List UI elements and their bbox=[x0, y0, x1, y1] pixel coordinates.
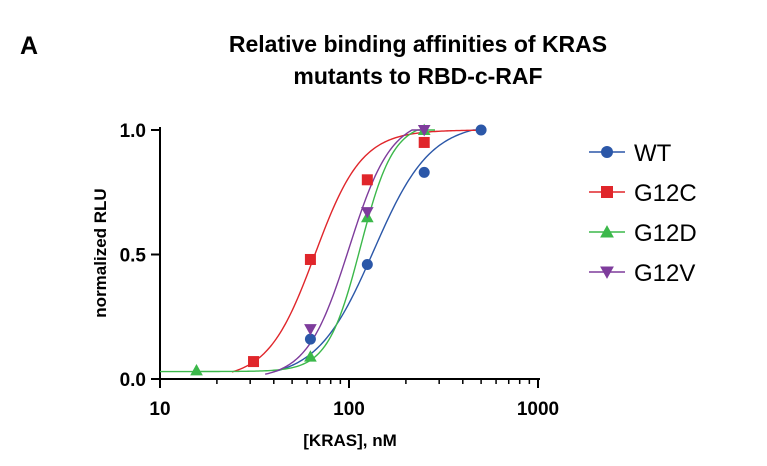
data-point-g12c bbox=[248, 356, 260, 368]
plot-area: 0.0 0.5 1.0 10 100 1000 bbox=[120, 121, 560, 420]
legend: WT G12C G12D G12V bbox=[589, 140, 697, 287]
y-ticks: 0.0 0.5 1.0 bbox=[120, 121, 160, 391]
panel-label: A bbox=[20, 32, 38, 60]
data-point-g12v bbox=[360, 207, 374, 219]
data-point-wt bbox=[418, 166, 430, 178]
data-point-g12c bbox=[304, 253, 316, 265]
data-point-g12v bbox=[417, 124, 431, 137]
fit-curves bbox=[160, 129, 482, 375]
data-point-wt bbox=[361, 258, 373, 270]
chart-title-line-2: mutants to RBD-c-RAF bbox=[293, 63, 542, 89]
chart-title-line-1: Relative binding affinities of KRAS bbox=[229, 31, 607, 57]
x-tick-label: 10 bbox=[149, 399, 170, 420]
data-point-g12c bbox=[418, 136, 430, 148]
legend-label: G12C bbox=[634, 180, 697, 207]
fit-curve-wt bbox=[273, 129, 482, 373]
legend-marker-g12d bbox=[600, 225, 614, 238]
data-point-g12d bbox=[304, 350, 317, 362]
y-tick-label: 1.0 bbox=[120, 121, 146, 142]
y-axis-label: normalized RLU bbox=[91, 188, 110, 317]
data-points bbox=[190, 123, 487, 376]
legend-item-g12v: G12V bbox=[589, 260, 695, 287]
legend-item-g12d: G12D bbox=[589, 220, 697, 247]
x-axis-label: [KRAS], nM bbox=[303, 431, 396, 450]
data-point-g12d bbox=[190, 363, 203, 376]
data-point-g12v bbox=[304, 324, 317, 336]
legend-marker-wt bbox=[601, 146, 613, 158]
data-point-wt bbox=[475, 124, 487, 136]
legend-label: G12D bbox=[634, 220, 697, 247]
x-ticks: 10 100 1000 bbox=[149, 379, 559, 420]
fit-curve-g12v bbox=[264, 129, 426, 375]
data-point-wt bbox=[304, 333, 316, 345]
y-tick-label: 0.5 bbox=[120, 246, 147, 267]
y-tick-label: 0.0 bbox=[120, 370, 146, 391]
legend-marker-g12c bbox=[601, 186, 613, 198]
x-tick-label: 1000 bbox=[517, 399, 559, 420]
legend-marker-g12v bbox=[600, 266, 614, 279]
legend-item-wt: WT bbox=[589, 140, 672, 167]
legend-label: G12V bbox=[634, 260, 695, 287]
fit-curve-g12d bbox=[160, 129, 435, 373]
x-tick-label: 100 bbox=[333, 399, 365, 420]
fit-curve-g12c bbox=[231, 129, 482, 373]
data-point-g12c bbox=[361, 174, 373, 186]
legend-item-g12c: G12C bbox=[589, 180, 697, 207]
legend-label: WT bbox=[634, 140, 672, 167]
